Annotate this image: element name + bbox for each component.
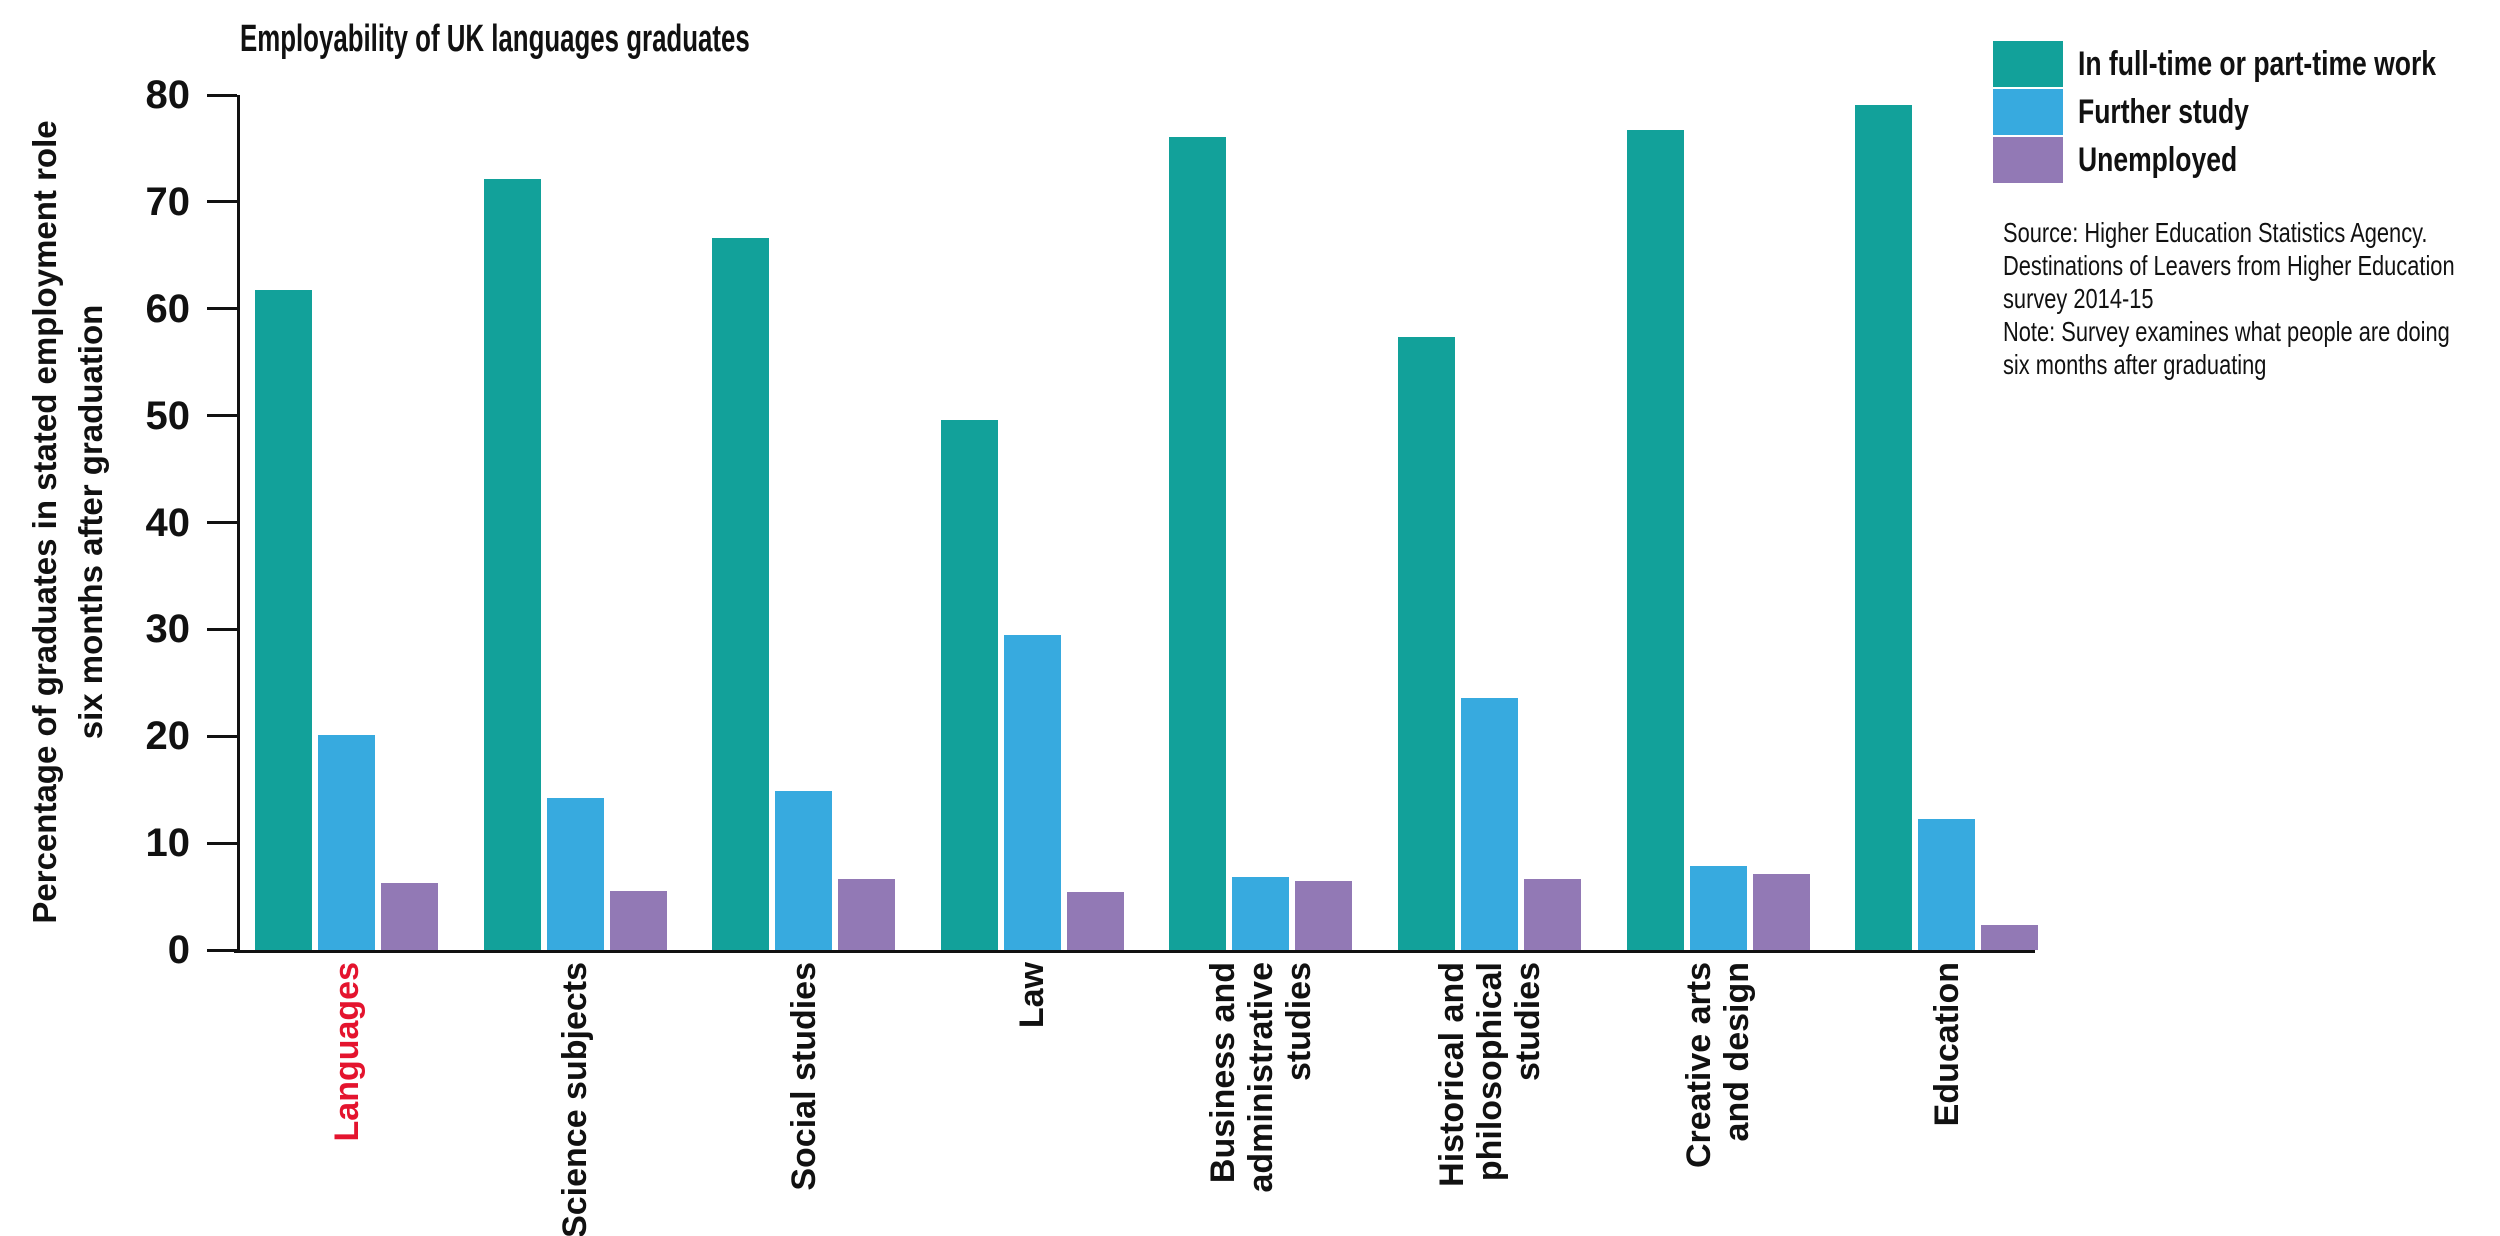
bar-further-study-education xyxy=(1918,818,1976,950)
y-tick-label-10: 10 xyxy=(145,821,191,866)
bar-further-study-languages xyxy=(318,735,375,950)
bar-unemployed-historical-and-philosophical-studies xyxy=(1524,879,1581,950)
bar-unemployed-education xyxy=(1981,925,2039,950)
bar-unemployed-social-studies xyxy=(838,879,896,950)
bar-further-study-social-studies xyxy=(775,790,833,950)
y-tick-mark-10 xyxy=(207,841,237,845)
y-tick-mark-30 xyxy=(207,627,237,631)
bar-further-study-science-subjects xyxy=(546,798,604,950)
bar-in-full-time-or-part-time-work-science-subjects xyxy=(483,179,541,950)
bar-in-full-time-or-part-time-work-creative-arts-and-design xyxy=(1626,130,1684,950)
y-tick-mark-80 xyxy=(207,93,237,97)
y-tick-label-70: 70 xyxy=(145,179,191,224)
bar-further-study-creative-arts-and-design xyxy=(1689,865,1747,950)
y-tick-mark-60 xyxy=(207,307,237,311)
x-axis-category-labels: Languages Science subjects Social studies L… xyxy=(237,962,2035,1236)
legend-label-unemployed: Unemployed xyxy=(2078,140,2238,179)
source-note-line: Destinations of Leavers from Higher Educ… xyxy=(2003,250,2455,281)
y-axis-line xyxy=(237,95,240,953)
x-axis-line xyxy=(234,950,2035,953)
bar-in-full-time-or-part-time-work-business-and-administrative-studies xyxy=(1169,136,1227,950)
legend-swatch-unemployed xyxy=(1993,137,2063,183)
source-note: Source: Higher Education Statistics Agen… xyxy=(2003,216,2500,381)
y-tick-label-30: 30 xyxy=(145,607,191,652)
bar-in-full-time-or-part-time-work-historical-and-philosophical-studies xyxy=(1398,336,1455,950)
y-tick-label-50: 50 xyxy=(145,393,191,438)
source-note-line: survey 2014-15 xyxy=(2003,283,2154,314)
chart-title: Employability of UK languages graduates xyxy=(240,18,750,60)
bar-unemployed-law xyxy=(1066,892,1124,950)
x-category-label-languages: Languages xyxy=(327,962,366,1142)
bar-unemployed-creative-arts-and-design xyxy=(1752,874,1810,950)
y-tick-label-60: 60 xyxy=(145,286,191,331)
x-category-label-social-studies: Social studies xyxy=(784,962,823,1191)
bar-further-study-historical-and-philosophical-studies xyxy=(1461,697,1518,950)
legend: In full-time or part-time work Further s… xyxy=(1993,40,2500,184)
source-note-line: Note: Survey examines what people are do… xyxy=(2003,316,2450,347)
legend-label-work: In full-time or part-time work xyxy=(2078,44,2437,83)
y-tick-mark-50 xyxy=(207,414,237,418)
x-category-label-law: Law xyxy=(1013,962,1052,1029)
y-tick-label-80: 80 xyxy=(145,73,191,117)
bar-unemployed-business-and-administrative-studies xyxy=(1295,880,1353,950)
x-category-label-education: Education xyxy=(1927,962,1966,1127)
y-tick-mark-0 xyxy=(207,948,237,952)
x-category-label-historical-and-philosophical-studies: Historical and philosophical studies xyxy=(1432,962,1547,1187)
x-category-label-science-subjects: Science subjects xyxy=(556,962,595,1236)
bar-in-full-time-or-part-time-work-languages xyxy=(255,289,312,950)
source-note-line: six months after graduating xyxy=(2003,349,2267,380)
legend-label-further-study: Further study xyxy=(2078,92,2249,131)
y-tick-label-20: 20 xyxy=(145,714,191,759)
y-tick-mark-40 xyxy=(207,521,237,524)
bar-unemployed-science-subjects xyxy=(609,891,667,950)
x-category-label-creative-arts-and-design: Creative arts and design xyxy=(1680,962,1757,1169)
y-tick-mark-20 xyxy=(207,734,237,738)
legend-swatch-work xyxy=(1993,41,2063,87)
bar-further-study-business-and-administrative-studies xyxy=(1232,877,1290,950)
source-note-line: Source: Higher Education Statistics Agen… xyxy=(2003,217,2428,248)
bar-in-full-time-or-part-time-work-social-studies xyxy=(712,238,770,950)
y-tick-label-40: 40 xyxy=(145,500,191,545)
y-tick-mark-70 xyxy=(207,200,237,204)
x-category-label-business-and-administrative-studies: Business and administrative studies xyxy=(1203,962,1318,1193)
bar-unemployed-languages xyxy=(381,882,438,950)
legend-item-further-study: Further study xyxy=(1993,88,2500,136)
bar-in-full-time-or-part-time-work-education xyxy=(1855,104,1913,950)
plot-area: 0 10 20 30 40 50 60 70 80 xyxy=(146,75,2039,970)
legend-swatch-further-study xyxy=(1993,89,2063,135)
y-tick-label-0: 0 xyxy=(167,928,190,972)
bar-in-full-time-or-part-time-work-law xyxy=(940,419,998,950)
legend-item-work: In full-time or part-time work xyxy=(1993,40,2500,88)
legend-item-unemployed: Unemployed xyxy=(1993,136,2500,184)
bar-further-study-law xyxy=(1003,634,1061,950)
